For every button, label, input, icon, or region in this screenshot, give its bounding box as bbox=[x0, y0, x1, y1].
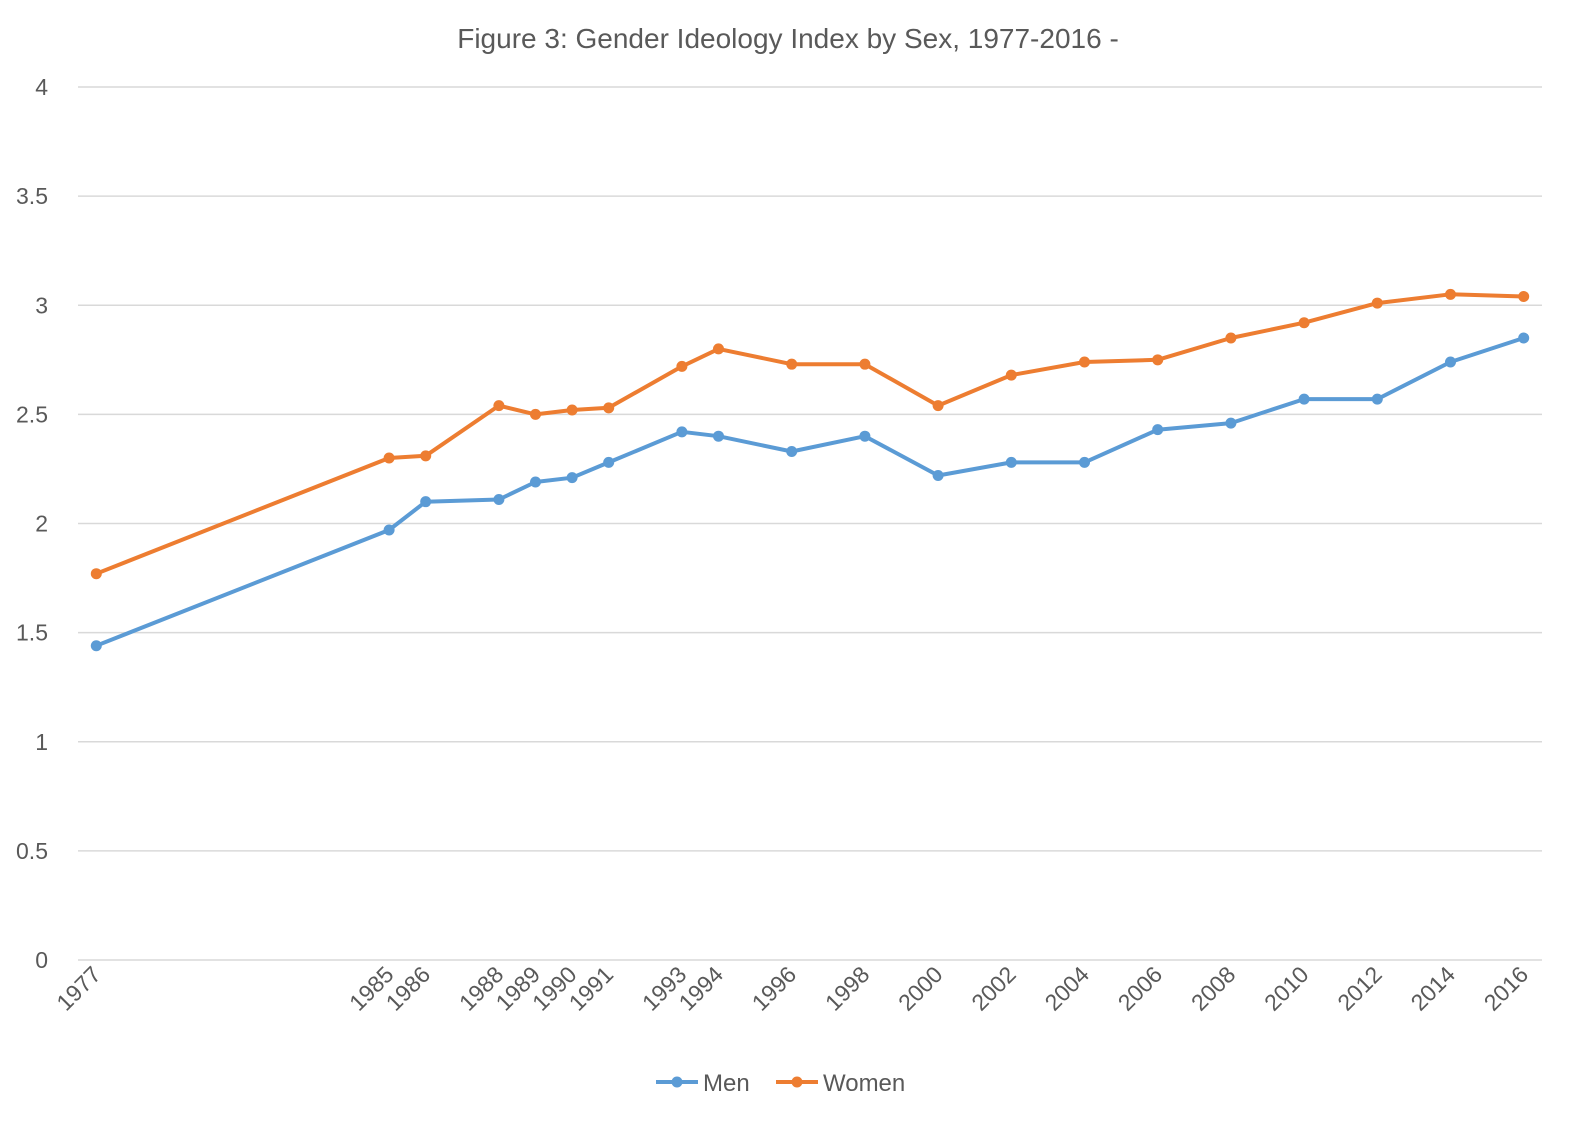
legend-label: Men bbox=[703, 1070, 750, 1097]
x-tick-label: 1994 bbox=[673, 961, 728, 1016]
data-point-men bbox=[383, 524, 395, 536]
data-point-women bbox=[566, 404, 578, 416]
data-point-women bbox=[603, 402, 615, 414]
data-point-women bbox=[1298, 317, 1310, 329]
x-tick-label: 1996 bbox=[747, 961, 802, 1016]
y-tick-label: 4 bbox=[35, 74, 48, 100]
data-point-men bbox=[932, 469, 944, 481]
data-point-women bbox=[420, 450, 432, 462]
y-tick-label: 3 bbox=[35, 292, 48, 318]
data-point-women bbox=[530, 408, 541, 420]
data-point-women bbox=[1518, 291, 1530, 303]
x-tick-label: 1998 bbox=[820, 961, 875, 1016]
legend-swatch-marker bbox=[791, 1076, 803, 1088]
data-point-women bbox=[493, 400, 505, 412]
data-point-women bbox=[1445, 288, 1456, 300]
x-tick-label: 1991 bbox=[564, 961, 619, 1016]
data-point-men bbox=[1152, 424, 1164, 436]
data-point-women bbox=[713, 343, 724, 355]
series-layer bbox=[90, 288, 1530, 652]
data-point-men bbox=[1079, 456, 1090, 468]
data-point-women bbox=[1079, 356, 1090, 368]
x-tick-label: 2002 bbox=[966, 961, 1021, 1016]
y-axis: 0 0.5 1 1.5 2 2.5 3 3.5 4 bbox=[16, 74, 48, 973]
y-tick-label: 1 bbox=[35, 729, 48, 755]
data-point-women bbox=[1152, 354, 1164, 366]
data-point-men bbox=[566, 472, 578, 484]
x-tick-label: 1986 bbox=[381, 961, 436, 1016]
data-point-women bbox=[90, 568, 102, 580]
data-point-men bbox=[420, 496, 432, 508]
x-tick-label: 2000 bbox=[893, 961, 948, 1016]
x-tick-label: 2006 bbox=[1113, 961, 1168, 1016]
data-point-men bbox=[530, 476, 541, 488]
x-tick-label: 2004 bbox=[1039, 961, 1094, 1016]
data-point-men bbox=[1371, 393, 1383, 405]
data-point-men bbox=[786, 445, 798, 457]
data-point-men bbox=[676, 426, 688, 438]
y-tick-label: 0 bbox=[35, 947, 48, 973]
data-point-women bbox=[1371, 297, 1383, 309]
gridlines bbox=[78, 86, 1542, 961]
data-point-men bbox=[603, 456, 615, 468]
data-point-men bbox=[493, 493, 505, 505]
data-point-women bbox=[932, 400, 944, 412]
data-point-men bbox=[1518, 332, 1530, 344]
data-point-women bbox=[1225, 332, 1237, 344]
legend-label: Women bbox=[823, 1070, 905, 1097]
legend: Men Women bbox=[656, 1070, 905, 1097]
legend-swatch-marker bbox=[671, 1076, 683, 1088]
data-point-men bbox=[1225, 417, 1237, 429]
x-tick-label: 2014 bbox=[1405, 961, 1460, 1016]
y-tick-label: 2.5 bbox=[16, 401, 48, 427]
data-point-men bbox=[1005, 456, 1017, 468]
data-point-women bbox=[1005, 369, 1017, 381]
data-point-men bbox=[1445, 356, 1456, 368]
y-tick-label: 1.5 bbox=[16, 620, 48, 646]
data-point-women bbox=[676, 360, 688, 372]
y-tick-label: 0.5 bbox=[16, 838, 48, 864]
y-tick-label: 3.5 bbox=[16, 183, 48, 209]
chart-title: Figure 3: Gender Ideology Index by Sex, … bbox=[457, 23, 1119, 54]
x-tick-label: 2008 bbox=[1186, 961, 1241, 1016]
x-tick-label: 2012 bbox=[1332, 961, 1387, 1016]
series-line-men bbox=[94, 336, 1526, 648]
series-line-women bbox=[94, 292, 1526, 576]
x-tick-label: 1977 bbox=[51, 961, 106, 1016]
data-point-women bbox=[786, 358, 798, 370]
data-point-men bbox=[90, 640, 102, 652]
data-point-women bbox=[859, 358, 871, 370]
x-tick-label: 2016 bbox=[1479, 961, 1534, 1016]
data-point-men bbox=[713, 430, 724, 442]
y-tick-label: 2 bbox=[35, 511, 48, 537]
data-point-men bbox=[859, 430, 871, 442]
data-point-women bbox=[383, 452, 395, 464]
data-point-men bbox=[1298, 393, 1310, 405]
x-tick-label: 2010 bbox=[1259, 961, 1314, 1016]
